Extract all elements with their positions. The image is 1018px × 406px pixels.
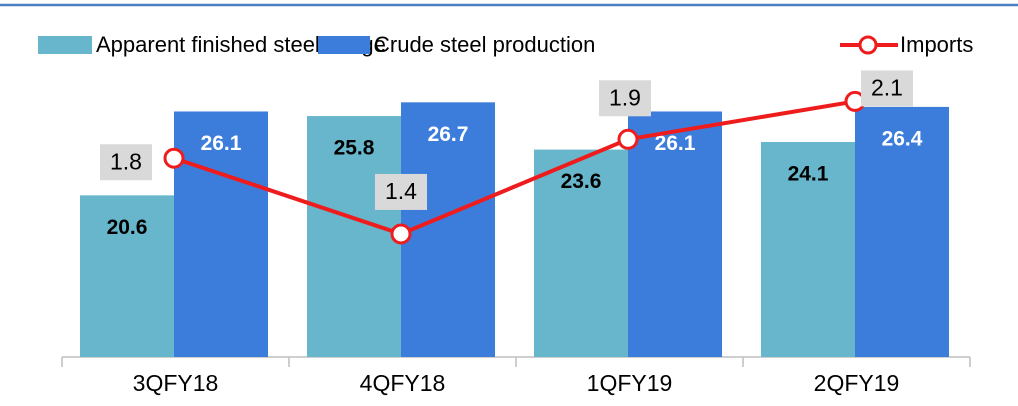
line-value-label: 2.1 [871,75,903,101]
x-tick-label: 3QFY18 [133,370,219,396]
bar [174,111,268,357]
bar-value-label: 26.4 [882,127,923,150]
line-value-label: 1.9 [609,84,641,110]
line [173,99,856,237]
legend-label: Crude steel production [374,32,595,57]
line-label-box [100,144,152,181]
bar [534,149,628,357]
legend-swatch [318,36,370,54]
line-value-label: 1.4 [385,178,417,204]
bar-value-label: 20.6 [107,216,148,239]
bar-value-label: 24.1 [788,163,829,186]
bar [855,106,949,358]
line-marker [163,147,185,169]
bar-value-label: 26.1 [655,132,696,155]
bar-value-label: 26.7 [428,123,469,146]
bar [307,116,401,357]
bar-value-label: 23.6 [561,170,602,193]
x-tick-label: 2QFY19 [814,370,900,396]
line-label-box [375,173,427,210]
bar [761,141,855,357]
legend-marker [858,35,878,55]
bar [628,111,722,357]
x-tick-label: 1QFY19 [587,370,673,396]
bar-value-label: 25.8 [334,137,375,160]
legend-label: Imports [900,32,973,57]
bar [401,102,495,357]
line-marker [390,223,412,245]
line-marker [617,128,639,150]
line-label-box [861,70,913,107]
bar-value-label: 26.1 [201,132,242,155]
line-value-label: 1.8 [110,148,142,174]
x-tick-label: 4QFY18 [360,370,446,396]
legend-swatch [38,36,92,54]
line-label-box [599,80,651,117]
bar [80,195,174,357]
